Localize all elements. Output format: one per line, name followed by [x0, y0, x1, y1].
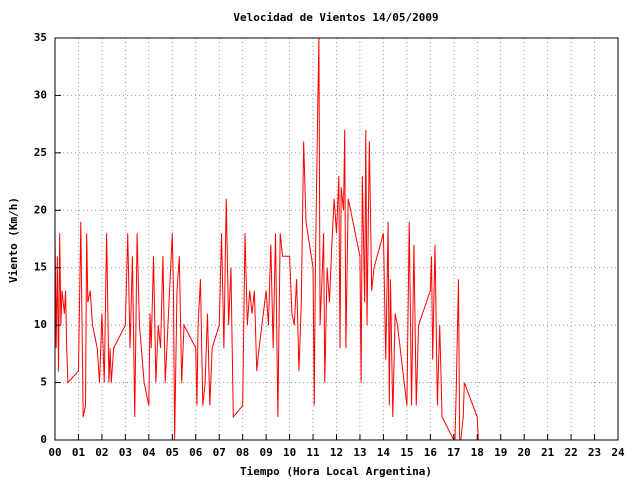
x-tick-label: 21 [541, 446, 555, 459]
x-tick-label: 14 [377, 446, 391, 459]
x-tick-label: 18 [471, 446, 484, 459]
x-tick-label: 16 [424, 446, 438, 459]
x-tick-label: 10 [283, 446, 296, 459]
y-tick-label: 5 [40, 376, 47, 389]
x-tick-label: 04 [142, 446, 156, 459]
x-tick-label: 00 [48, 446, 61, 459]
y-tick-label: 25 [34, 146, 47, 159]
x-tick-label: 12 [330, 446, 343, 459]
x-tick-label: 22 [564, 446, 577, 459]
series-line [54, 37, 479, 441]
y-tick-label: 20 [34, 203, 47, 216]
y-tick-label: 35 [34, 31, 47, 44]
y-axis-label: Viento (Km/h) [7, 197, 20, 283]
x-tick-label: 02 [95, 446, 108, 459]
chart-title: Velocidad de Vientos 14/05/2009 [233, 11, 438, 24]
x-axis-label: Tiempo (Hora Local Argentina) [240, 465, 432, 478]
x-tick-label: 05 [166, 446, 179, 459]
y-tick-label: 30 [34, 88, 47, 101]
y-tick-label: 0 [40, 433, 47, 446]
x-tick-label: 01 [72, 446, 86, 459]
grid [54, 37, 619, 441]
x-tick-label: 23 [588, 446, 601, 459]
x-tick-label: 20 [518, 446, 531, 459]
x-tick-label: 07 [213, 446, 226, 459]
x-tick-label: 03 [119, 446, 132, 459]
x-tick-label: 13 [353, 446, 366, 459]
x-tick-label: 15 [400, 446, 413, 459]
x-tick-label: 11 [306, 446, 320, 459]
x-tick-label: 09 [260, 446, 273, 459]
x-tick-label: 19 [494, 446, 507, 459]
x-tick-label: 24 [611, 446, 625, 459]
x-tick-label: 17 [447, 446, 460, 459]
x-tick-label: 08 [236, 446, 249, 459]
x-tick-label: 06 [189, 446, 203, 459]
y-tick-label: 15 [34, 261, 47, 274]
y-tick-label: 10 [34, 318, 47, 331]
plot [54, 37, 479, 441]
